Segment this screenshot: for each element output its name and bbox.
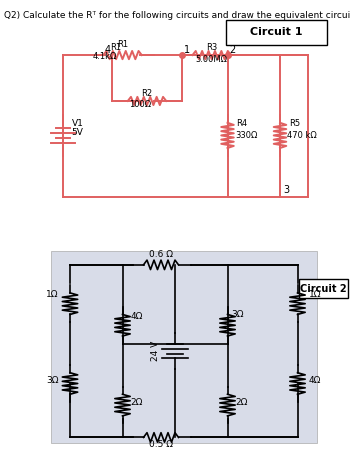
Text: 470 kΩ: 470 kΩ — [287, 131, 317, 140]
Text: 1Ω: 1Ω — [309, 290, 321, 299]
Text: 24 V: 24 V — [151, 341, 160, 361]
Text: Circuit 1: Circuit 1 — [250, 27, 303, 37]
FancyBboxPatch shape — [299, 279, 348, 298]
Text: 0.5 Ω: 0.5 Ω — [149, 440, 173, 449]
Text: Q2) Calculate the Rᵀ for the following circuits and draw the equivalent circuits: Q2) Calculate the Rᵀ for the following c… — [4, 11, 350, 21]
Text: R2: R2 — [141, 89, 153, 98]
Text: 1Ω: 1Ω — [46, 290, 59, 299]
Text: 4Ω: 4Ω — [130, 312, 143, 321]
Text: R5: R5 — [289, 119, 300, 128]
Text: 2Ω: 2Ω — [130, 398, 143, 407]
Text: V1: V1 — [72, 119, 84, 128]
Text: R4: R4 — [236, 119, 247, 128]
Text: 5V: 5V — [72, 129, 84, 137]
Text: 100Ω: 100Ω — [129, 101, 151, 109]
Text: 4.1kΩ: 4.1kΩ — [93, 52, 117, 61]
Text: 3Ω: 3Ω — [46, 376, 59, 386]
Text: 330Ω: 330Ω — [235, 131, 258, 140]
Text: 3: 3 — [284, 185, 290, 195]
Text: 1: 1 — [184, 45, 190, 55]
Text: 3Ω: 3Ω — [232, 310, 244, 319]
Text: 2Ω: 2Ω — [235, 398, 248, 407]
Text: 2: 2 — [229, 45, 236, 55]
FancyBboxPatch shape — [51, 251, 317, 443]
Text: 5.00MΩ: 5.00MΩ — [196, 55, 228, 63]
FancyBboxPatch shape — [226, 19, 327, 45]
Text: 4: 4 — [105, 45, 111, 55]
Text: R3: R3 — [206, 43, 217, 52]
Text: 0.6 Ω: 0.6 Ω — [149, 250, 173, 259]
Text: R1: R1 — [117, 40, 128, 49]
Text: 4Ω: 4Ω — [309, 376, 321, 386]
Text: Circuit 2: Circuit 2 — [300, 284, 347, 294]
Text: R1: R1 — [110, 43, 121, 52]
